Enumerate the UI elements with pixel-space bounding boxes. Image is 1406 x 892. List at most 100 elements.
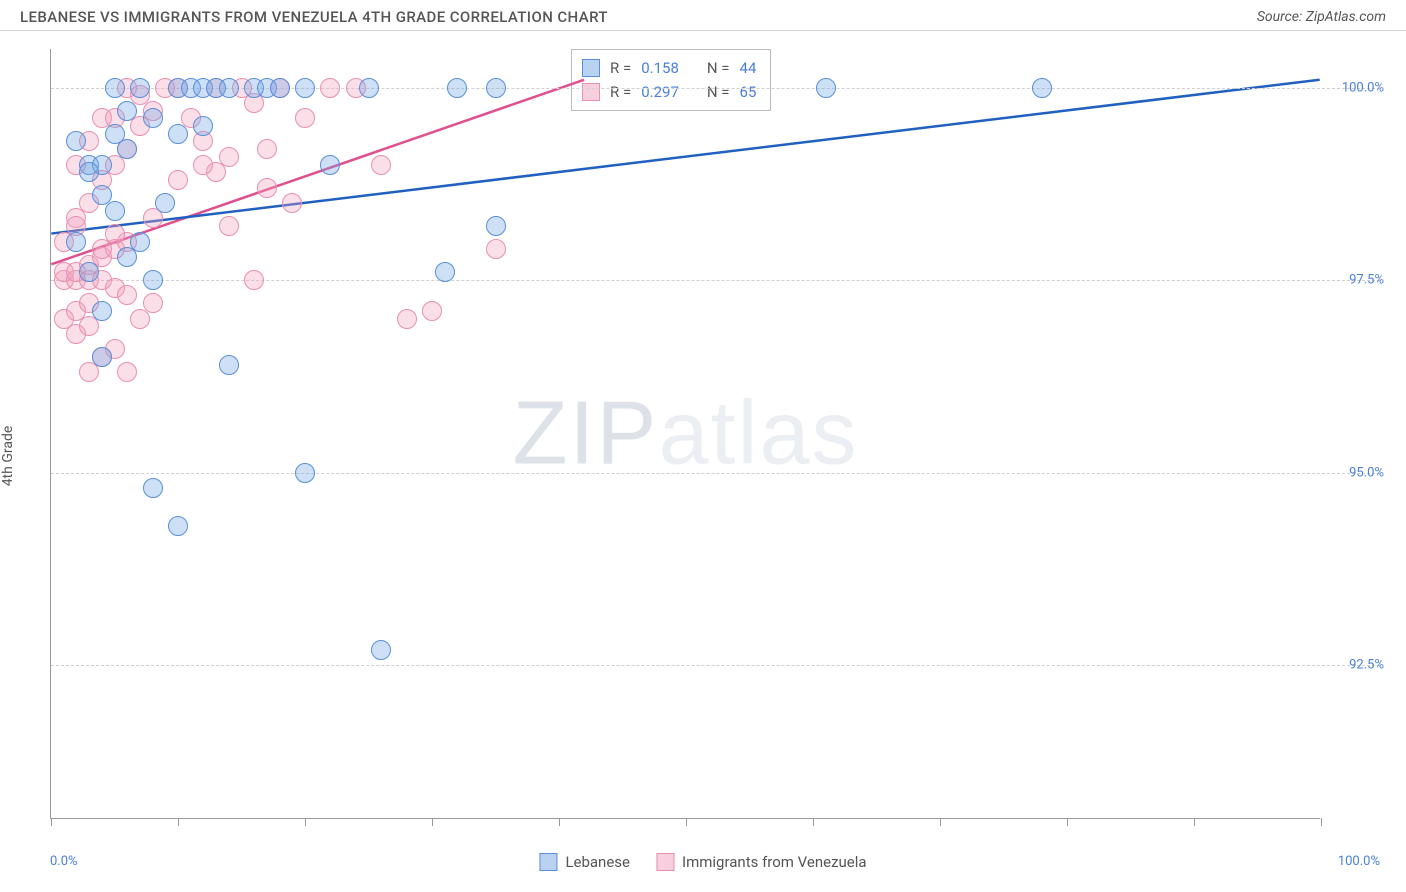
- scatter-point-pink: [397, 309, 417, 329]
- scatter-point-blue: [66, 232, 86, 252]
- x-axis-min-label: 0.0%: [50, 854, 78, 869]
- scatter-point-pink: [168, 170, 188, 190]
- trendlines-svg: [51, 49, 1320, 818]
- scatter-point-blue: [143, 270, 163, 290]
- scatter-point-pink: [320, 78, 340, 98]
- x-tick: [559, 818, 560, 826]
- scatter-point-pink: [117, 362, 137, 382]
- bottom-legend: Lebanese Immigrants from Venezuela: [539, 853, 866, 871]
- scatter-point-pink: [219, 216, 239, 236]
- scatter-point-blue: [168, 516, 188, 536]
- scatter-point-pink: [422, 301, 442, 321]
- scatter-point-blue: [219, 78, 239, 98]
- legend-label-blue: Lebanese: [565, 853, 630, 871]
- scatter-point-blue: [143, 478, 163, 498]
- scatter-point-pink: [193, 155, 213, 175]
- y-axis-label: 4th Grade: [0, 426, 16, 487]
- y-tick-label: 92.5%: [1349, 658, 1384, 673]
- stats-row-blue: R = 0.158 N = 44: [582, 56, 756, 80]
- scatter-point-blue: [92, 347, 112, 367]
- chart-source: Source: ZipAtlas.com: [1257, 9, 1386, 25]
- scatter-point-pink: [219, 147, 239, 167]
- x-tick: [432, 818, 433, 826]
- scatter-point-blue: [435, 262, 455, 282]
- stats-n-label-0: N =: [707, 56, 730, 80]
- legend-label-pink: Immigrants from Venezuela: [682, 853, 867, 871]
- scatter-point-blue: [168, 124, 188, 144]
- scatter-point-blue: [486, 78, 506, 98]
- scatter-point-blue: [130, 78, 150, 98]
- legend-swatch-pink: [656, 853, 674, 871]
- legend-item-blue: Lebanese: [539, 853, 630, 871]
- chart-header: LEBANESE VS IMMIGRANTS FROM VENEZUELA 4T…: [0, 0, 1406, 31]
- x-tick: [305, 818, 306, 826]
- chart-title: LEBANESE VS IMMIGRANTS FROM VENEZUELA 4T…: [20, 8, 608, 26]
- scatter-point-blue: [270, 78, 290, 98]
- x-axis-max-label: 100.0%: [1338, 854, 1380, 869]
- stats-r-val-1: 0.297: [641, 80, 679, 104]
- gridline-h: [51, 665, 1380, 666]
- gridline-h: [51, 473, 1380, 474]
- scatter-point-pink: [282, 193, 302, 213]
- scatter-point-blue: [155, 193, 175, 213]
- stats-r-label-1: R =: [610, 80, 631, 104]
- x-tick: [1194, 818, 1195, 826]
- scatter-point-blue: [79, 262, 99, 282]
- stats-n-label-1: N =: [707, 80, 730, 104]
- watermark-zip: ZIP: [512, 383, 658, 483]
- legend-swatch-blue: [539, 853, 557, 871]
- watermark-atlas: atlas: [658, 383, 858, 483]
- x-tick: [1067, 818, 1068, 826]
- plot-area: ZIPatlas R = 0.158 N = 44 R = 0.297 N = …: [50, 49, 1320, 819]
- scatter-point-blue: [117, 101, 137, 121]
- scatter-point-blue: [92, 301, 112, 321]
- scatter-point-blue: [105, 201, 125, 221]
- y-tick-label: 97.5%: [1349, 273, 1384, 288]
- stats-r-label-0: R =: [610, 56, 631, 80]
- scatter-point-blue: [130, 232, 150, 252]
- watermark: ZIPatlas: [512, 382, 858, 485]
- scatter-point-blue: [486, 216, 506, 236]
- scatter-point-pink: [257, 178, 277, 198]
- scatter-point-blue: [193, 116, 213, 136]
- scatter-point-blue: [143, 108, 163, 128]
- scatter-point-pink: [371, 155, 391, 175]
- scatter-point-blue: [1032, 78, 1052, 98]
- x-tick: [813, 818, 814, 826]
- x-tick: [51, 818, 52, 826]
- scatter-point-blue: [447, 78, 467, 98]
- y-tick-label: 100.0%: [1342, 80, 1384, 95]
- scatter-point-blue: [79, 162, 99, 182]
- scatter-point-blue: [105, 78, 125, 98]
- stats-swatch-blue: [582, 59, 600, 77]
- scatter-point-blue: [117, 139, 137, 159]
- x-tick: [178, 818, 179, 826]
- legend-item-pink: Immigrants from Venezuela: [656, 853, 867, 871]
- scatter-point-blue: [816, 78, 836, 98]
- chart-area: 4th Grade ZIPatlas R = 0.158 N = 44 R = …: [0, 31, 1406, 881]
- x-tick: [940, 818, 941, 826]
- stats-row-pink: R = 0.297 N = 65: [582, 80, 756, 104]
- scatter-point-pink: [295, 108, 315, 128]
- stats-box: R = 0.158 N = 44 R = 0.297 N = 65: [571, 49, 771, 111]
- scatter-point-blue: [371, 640, 391, 660]
- scatter-point-blue: [295, 463, 315, 483]
- scatter-point-pink: [486, 239, 506, 259]
- stats-n-val-1: 65: [740, 80, 757, 104]
- scatter-point-pink: [257, 139, 277, 159]
- scatter-point-blue: [295, 78, 315, 98]
- y-tick-label: 95.0%: [1349, 465, 1384, 480]
- scatter-point-blue: [320, 155, 340, 175]
- scatter-point-blue: [219, 355, 239, 375]
- stats-swatch-pink: [582, 83, 600, 101]
- scatter-point-blue: [66, 131, 86, 151]
- stats-r-val-0: 0.158: [641, 56, 679, 80]
- scatter-point-pink: [105, 224, 125, 244]
- scatter-point-pink: [117, 285, 137, 305]
- x-tick: [1321, 818, 1322, 826]
- scatter-point-blue: [359, 78, 379, 98]
- scatter-point-pink: [143, 293, 163, 313]
- stats-n-val-0: 44: [740, 56, 757, 80]
- x-tick: [686, 818, 687, 826]
- scatter-point-pink: [244, 270, 264, 290]
